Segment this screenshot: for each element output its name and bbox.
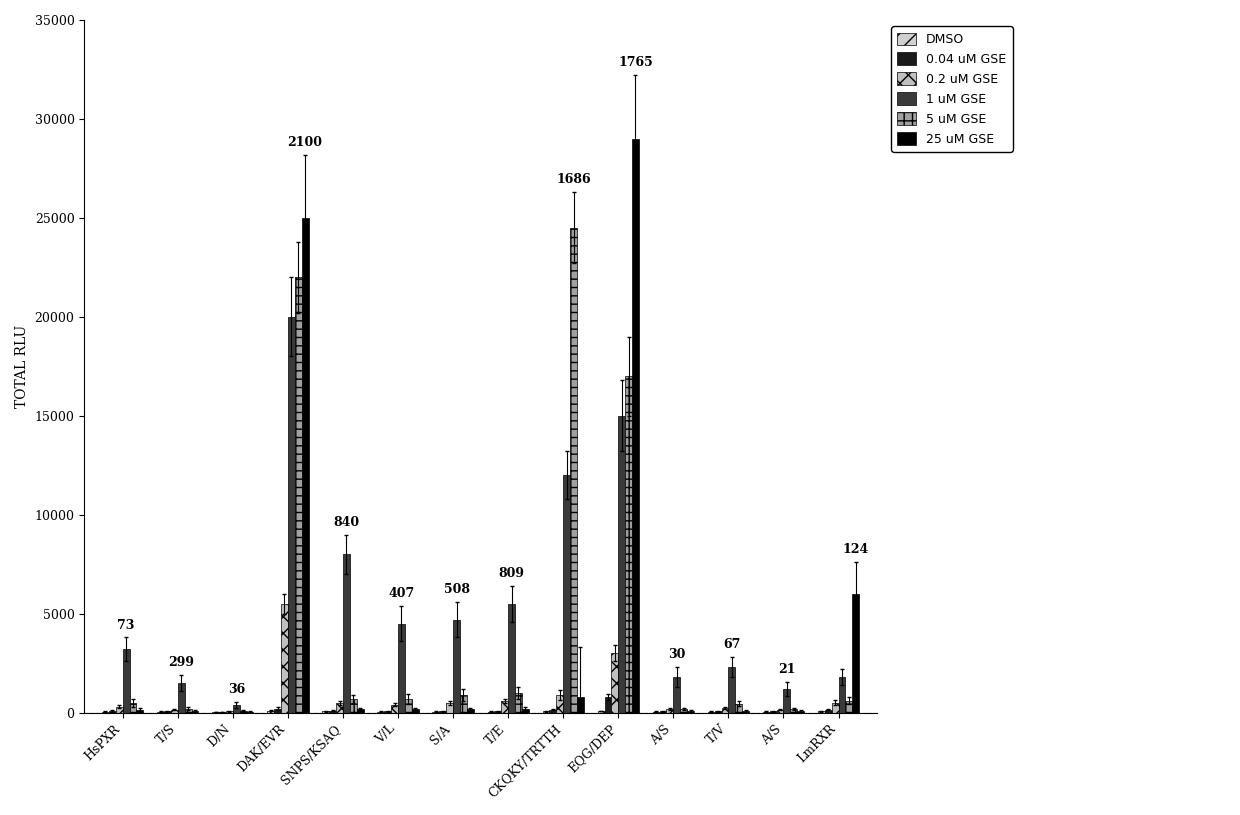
Bar — [508, 604, 515, 712]
Bar — [453, 619, 460, 712]
Bar — [728, 667, 735, 712]
Bar — [109, 711, 115, 712]
Bar — [522, 709, 528, 712]
Bar — [735, 704, 743, 712]
Bar — [714, 711, 722, 712]
Text: 2100: 2100 — [288, 135, 322, 148]
Bar — [281, 604, 288, 712]
Bar — [350, 698, 357, 712]
Bar — [825, 710, 832, 712]
Bar — [115, 707, 123, 712]
Bar — [722, 707, 728, 712]
Bar — [487, 711, 495, 712]
Bar — [743, 711, 749, 712]
Bar — [185, 709, 191, 712]
Bar — [666, 709, 673, 712]
Legend: DMSO, 0.04 uM GSE, 0.2 uM GSE, 1 uM GSE, 5 uM GSE, 25 uM GSE: DMSO, 0.04 uM GSE, 0.2 uM GSE, 1 uM GSE,… — [892, 26, 1013, 152]
Bar — [295, 277, 301, 712]
Text: 21: 21 — [779, 663, 796, 676]
Bar — [226, 711, 233, 712]
Bar — [652, 711, 660, 712]
Bar — [377, 711, 384, 712]
Bar — [846, 701, 852, 712]
Bar — [129, 703, 136, 712]
Bar — [329, 711, 336, 712]
Bar — [708, 711, 714, 712]
Bar — [557, 695, 563, 712]
Bar — [570, 228, 577, 712]
Bar — [776, 710, 784, 712]
Bar — [549, 710, 557, 712]
Bar — [384, 711, 391, 712]
Text: 1765: 1765 — [618, 56, 653, 69]
Bar — [322, 711, 329, 712]
Bar — [838, 677, 846, 712]
Bar — [391, 705, 398, 712]
Text: 30: 30 — [668, 648, 686, 661]
Text: 67: 67 — [723, 638, 740, 651]
Bar — [763, 711, 770, 712]
Bar — [818, 711, 825, 712]
Bar — [515, 693, 522, 712]
Text: 36: 36 — [228, 683, 244, 696]
Bar — [171, 710, 177, 712]
Bar — [439, 711, 446, 712]
Bar — [164, 711, 171, 712]
Bar — [784, 689, 790, 712]
Bar — [123, 650, 129, 712]
Bar — [357, 709, 363, 712]
Text: 809: 809 — [498, 567, 525, 580]
Bar — [239, 711, 247, 712]
Bar — [605, 697, 611, 712]
Bar — [852, 594, 859, 712]
Bar — [412, 709, 419, 712]
Bar — [495, 711, 501, 712]
Bar — [797, 711, 804, 712]
Bar — [501, 701, 508, 712]
Bar — [268, 711, 274, 712]
Bar — [832, 703, 838, 712]
Bar — [301, 218, 309, 712]
Bar — [673, 677, 681, 712]
Bar — [136, 710, 144, 712]
Bar — [177, 683, 185, 712]
Bar — [433, 711, 439, 712]
Bar — [563, 475, 570, 712]
Text: 840: 840 — [334, 516, 360, 529]
Bar — [446, 703, 453, 712]
Bar — [405, 698, 412, 712]
Text: 73: 73 — [118, 619, 135, 632]
Bar — [770, 711, 776, 712]
Y-axis label: TOTAL RLU: TOTAL RLU — [15, 324, 29, 408]
Bar — [681, 709, 687, 712]
Bar — [233, 705, 239, 712]
Bar — [619, 416, 625, 712]
Bar — [191, 711, 198, 712]
Bar — [102, 711, 109, 712]
Text: 124: 124 — [843, 544, 869, 557]
Bar — [247, 711, 253, 712]
Bar — [466, 709, 474, 712]
Bar — [611, 654, 619, 712]
Bar — [157, 711, 164, 712]
Bar — [577, 697, 584, 712]
Bar — [632, 139, 639, 712]
Bar — [625, 377, 632, 712]
Text: 299: 299 — [169, 656, 195, 669]
Text: 508: 508 — [444, 583, 470, 596]
Bar — [274, 709, 281, 712]
Bar — [336, 703, 343, 712]
Bar — [288, 317, 295, 712]
Bar — [398, 623, 405, 712]
Bar — [687, 711, 694, 712]
Bar — [790, 709, 797, 712]
Bar — [460, 695, 466, 712]
Bar — [598, 711, 605, 712]
Bar — [543, 711, 549, 712]
Bar — [343, 554, 350, 712]
Text: 1686: 1686 — [557, 174, 590, 187]
Bar — [660, 711, 666, 712]
Text: 407: 407 — [388, 587, 414, 600]
